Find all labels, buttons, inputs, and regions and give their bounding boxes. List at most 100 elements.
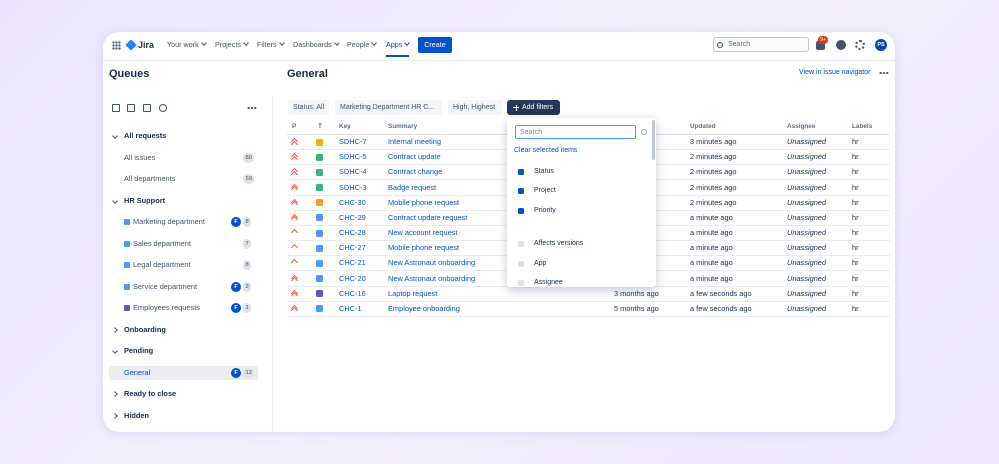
checkbox[interactable] — [518, 261, 524, 267]
more-menu[interactable] — [879, 72, 889, 74]
checkbox[interactable] — [518, 169, 524, 175]
nav-border — [103, 60, 895, 61]
create-button[interactable]: Create — [418, 37, 452, 53]
add-filters[interactable]: Add filters — [507, 100, 560, 115]
queue-count: 12 — [243, 367, 255, 378]
column-header[interactable]: P — [292, 123, 297, 130]
app-switcher[interactable] — [112, 41, 121, 50]
issue-summary[interactable]: Mobile phone request — [388, 197, 460, 207]
nav-item[interactable]: Your work — [167, 39, 207, 51]
sidebar-tool[interactable] — [127, 104, 135, 112]
avatar[interactable]: PS — [875, 39, 887, 51]
group-toggle[interactable] — [112, 133, 118, 139]
issue-summary[interactable]: Employee onboarding — [388, 303, 460, 313]
filter-option[interactable]: App — [534, 260, 547, 267]
issue-summary[interactable]: Badge request — [388, 182, 437, 192]
queue-group[interactable]: Pending — [124, 346, 154, 355]
issue-key[interactable]: SDHC-4 — [339, 167, 367, 177]
filter-option[interactable]: Assignee — [534, 279, 563, 286]
help[interactable] — [836, 40, 846, 50]
issue-key[interactable]: SDHC-7 — [339, 137, 367, 146]
group-toggle[interactable] — [112, 412, 118, 419]
sidebar-tool[interactable] — [112, 104, 120, 112]
nav-item[interactable]: Filters — [257, 39, 285, 51]
filter-option[interactable]: Status — [534, 168, 554, 175]
queue-group[interactable]: Ready to close — [124, 389, 177, 398]
nav-item[interactable]: People — [347, 39, 378, 51]
filter-chip[interactable]: High, Highest — [448, 100, 502, 115]
issue-summary[interactable]: Internal meeting — [388, 137, 441, 146]
issue-summary[interactable]: New account request — [388, 228, 458, 238]
queue-item[interactable]: All issues — [124, 152, 156, 162]
queue-title: General — [287, 68, 328, 80]
queue-group[interactable]: HR Support — [124, 195, 166, 205]
issue-summary[interactable]: Contract change — [388, 167, 443, 177]
issue-key[interactable]: CHC-27 — [339, 243, 366, 253]
issue-key[interactable]: CHC-28 — [339, 228, 366, 238]
more-actions[interactable] — [247, 107, 257, 109]
queue-item[interactable]: Service department — [133, 281, 198, 291]
checkbox[interactable] — [518, 280, 524, 286]
issue-type-icon — [316, 168, 323, 176]
issue-key[interactable]: CHC-20 — [339, 273, 366, 283]
column-header[interactable]: Labels — [852, 123, 873, 130]
sidebar-tool[interactable] — [143, 104, 151, 112]
filter-dropdown: Search Clear selected items Status Project P… — [507, 118, 656, 287]
queue-item[interactable]: All departments — [124, 174, 176, 183]
issue-key[interactable]: CHC-16 — [339, 288, 366, 298]
issue-summary[interactable]: New Astronaut onboarding — [388, 273, 476, 283]
issue-summary[interactable]: Mobile phone request — [388, 243, 460, 253]
issue-summary[interactable]: Contract update — [388, 152, 441, 162]
queue-item[interactable]: General — [124, 367, 151, 377]
issue-key[interactable]: CHC-29 — [339, 212, 366, 222]
column-header[interactable]: Summary — [388, 123, 418, 130]
column-header[interactable]: Updated — [690, 123, 716, 130]
group-toggle[interactable] — [112, 391, 118, 397]
group-toggle[interactable] — [112, 326, 118, 333]
issue-labels: hr — [852, 258, 859, 268]
issue-assignee: Unassigned — [787, 212, 827, 222]
filter-chip[interactable]: Marketing Department HR C... — [335, 100, 442, 115]
queue-group[interactable]: Hidden — [124, 410, 150, 420]
clear-selected[interactable]: Clear selected items — [514, 147, 578, 154]
view-link[interactable]: View in issue navigator — [799, 69, 871, 76]
issue-key[interactable]: SDHC-3 — [339, 182, 367, 192]
queue-item[interactable]: Marketing department — [133, 217, 205, 226]
column-header[interactable]: Key — [339, 123, 351, 130]
nav-item[interactable]: Projects — [215, 39, 249, 51]
queue-item[interactable]: Legal department — [133, 260, 191, 269]
column-header[interactable]: Assignee — [787, 123, 816, 130]
search-box[interactable] — [713, 37, 809, 52]
checkbox[interactable] — [518, 208, 524, 214]
queue-group[interactable]: All requests — [124, 131, 167, 140]
settings[interactable] — [855, 40, 865, 50]
checkbox[interactable] — [518, 241, 524, 247]
issue-summary[interactable]: Laptop request — [388, 288, 438, 298]
group-toggle[interactable] — [112, 197, 118, 204]
issue-labels: hr — [852, 212, 859, 222]
issue-updated: 2 minutes ago — [690, 182, 737, 192]
nav-item[interactable]: Dashboards — [293, 39, 340, 51]
issue-key[interactable]: SDHC-5 — [339, 152, 367, 162]
notifications[interactable] — [816, 40, 825, 50]
queue-item[interactable]: Employees requests — [133, 303, 200, 312]
filter-option[interactable]: Priority — [534, 207, 556, 214]
chevron — [200, 40, 207, 46]
dropdown-search[interactable]: Search — [515, 125, 636, 139]
group-toggle[interactable] — [112, 348, 118, 354]
issue-key[interactable]: CHC-30 — [339, 197, 366, 207]
queue-group[interactable]: Onboarding — [124, 324, 166, 334]
sidebar-tool[interactable] — [159, 104, 167, 112]
column-header[interactable]: T — [318, 123, 322, 130]
issue-key[interactable]: CHC-1 — [339, 303, 362, 313]
issue-summary[interactable]: Contract update request — [388, 212, 468, 222]
filter-option[interactable]: Project — [534, 187, 556, 194]
checkbox[interactable] — [518, 188, 524, 194]
filter-chip[interactable]: Status: All — [288, 100, 329, 115]
issue-summary[interactable]: New Astronaut onboarding — [388, 258, 476, 268]
nav-item[interactable]: Apps — [386, 39, 411, 51]
queue-item[interactable]: Sales department — [133, 238, 191, 248]
filter-option[interactable]: Affects versions — [534, 240, 584, 247]
jira-window: Jira Your work Projects Filters Dashboards Pe… — [103, 32, 895, 432]
issue-key[interactable]: CHC-21 — [339, 258, 366, 268]
